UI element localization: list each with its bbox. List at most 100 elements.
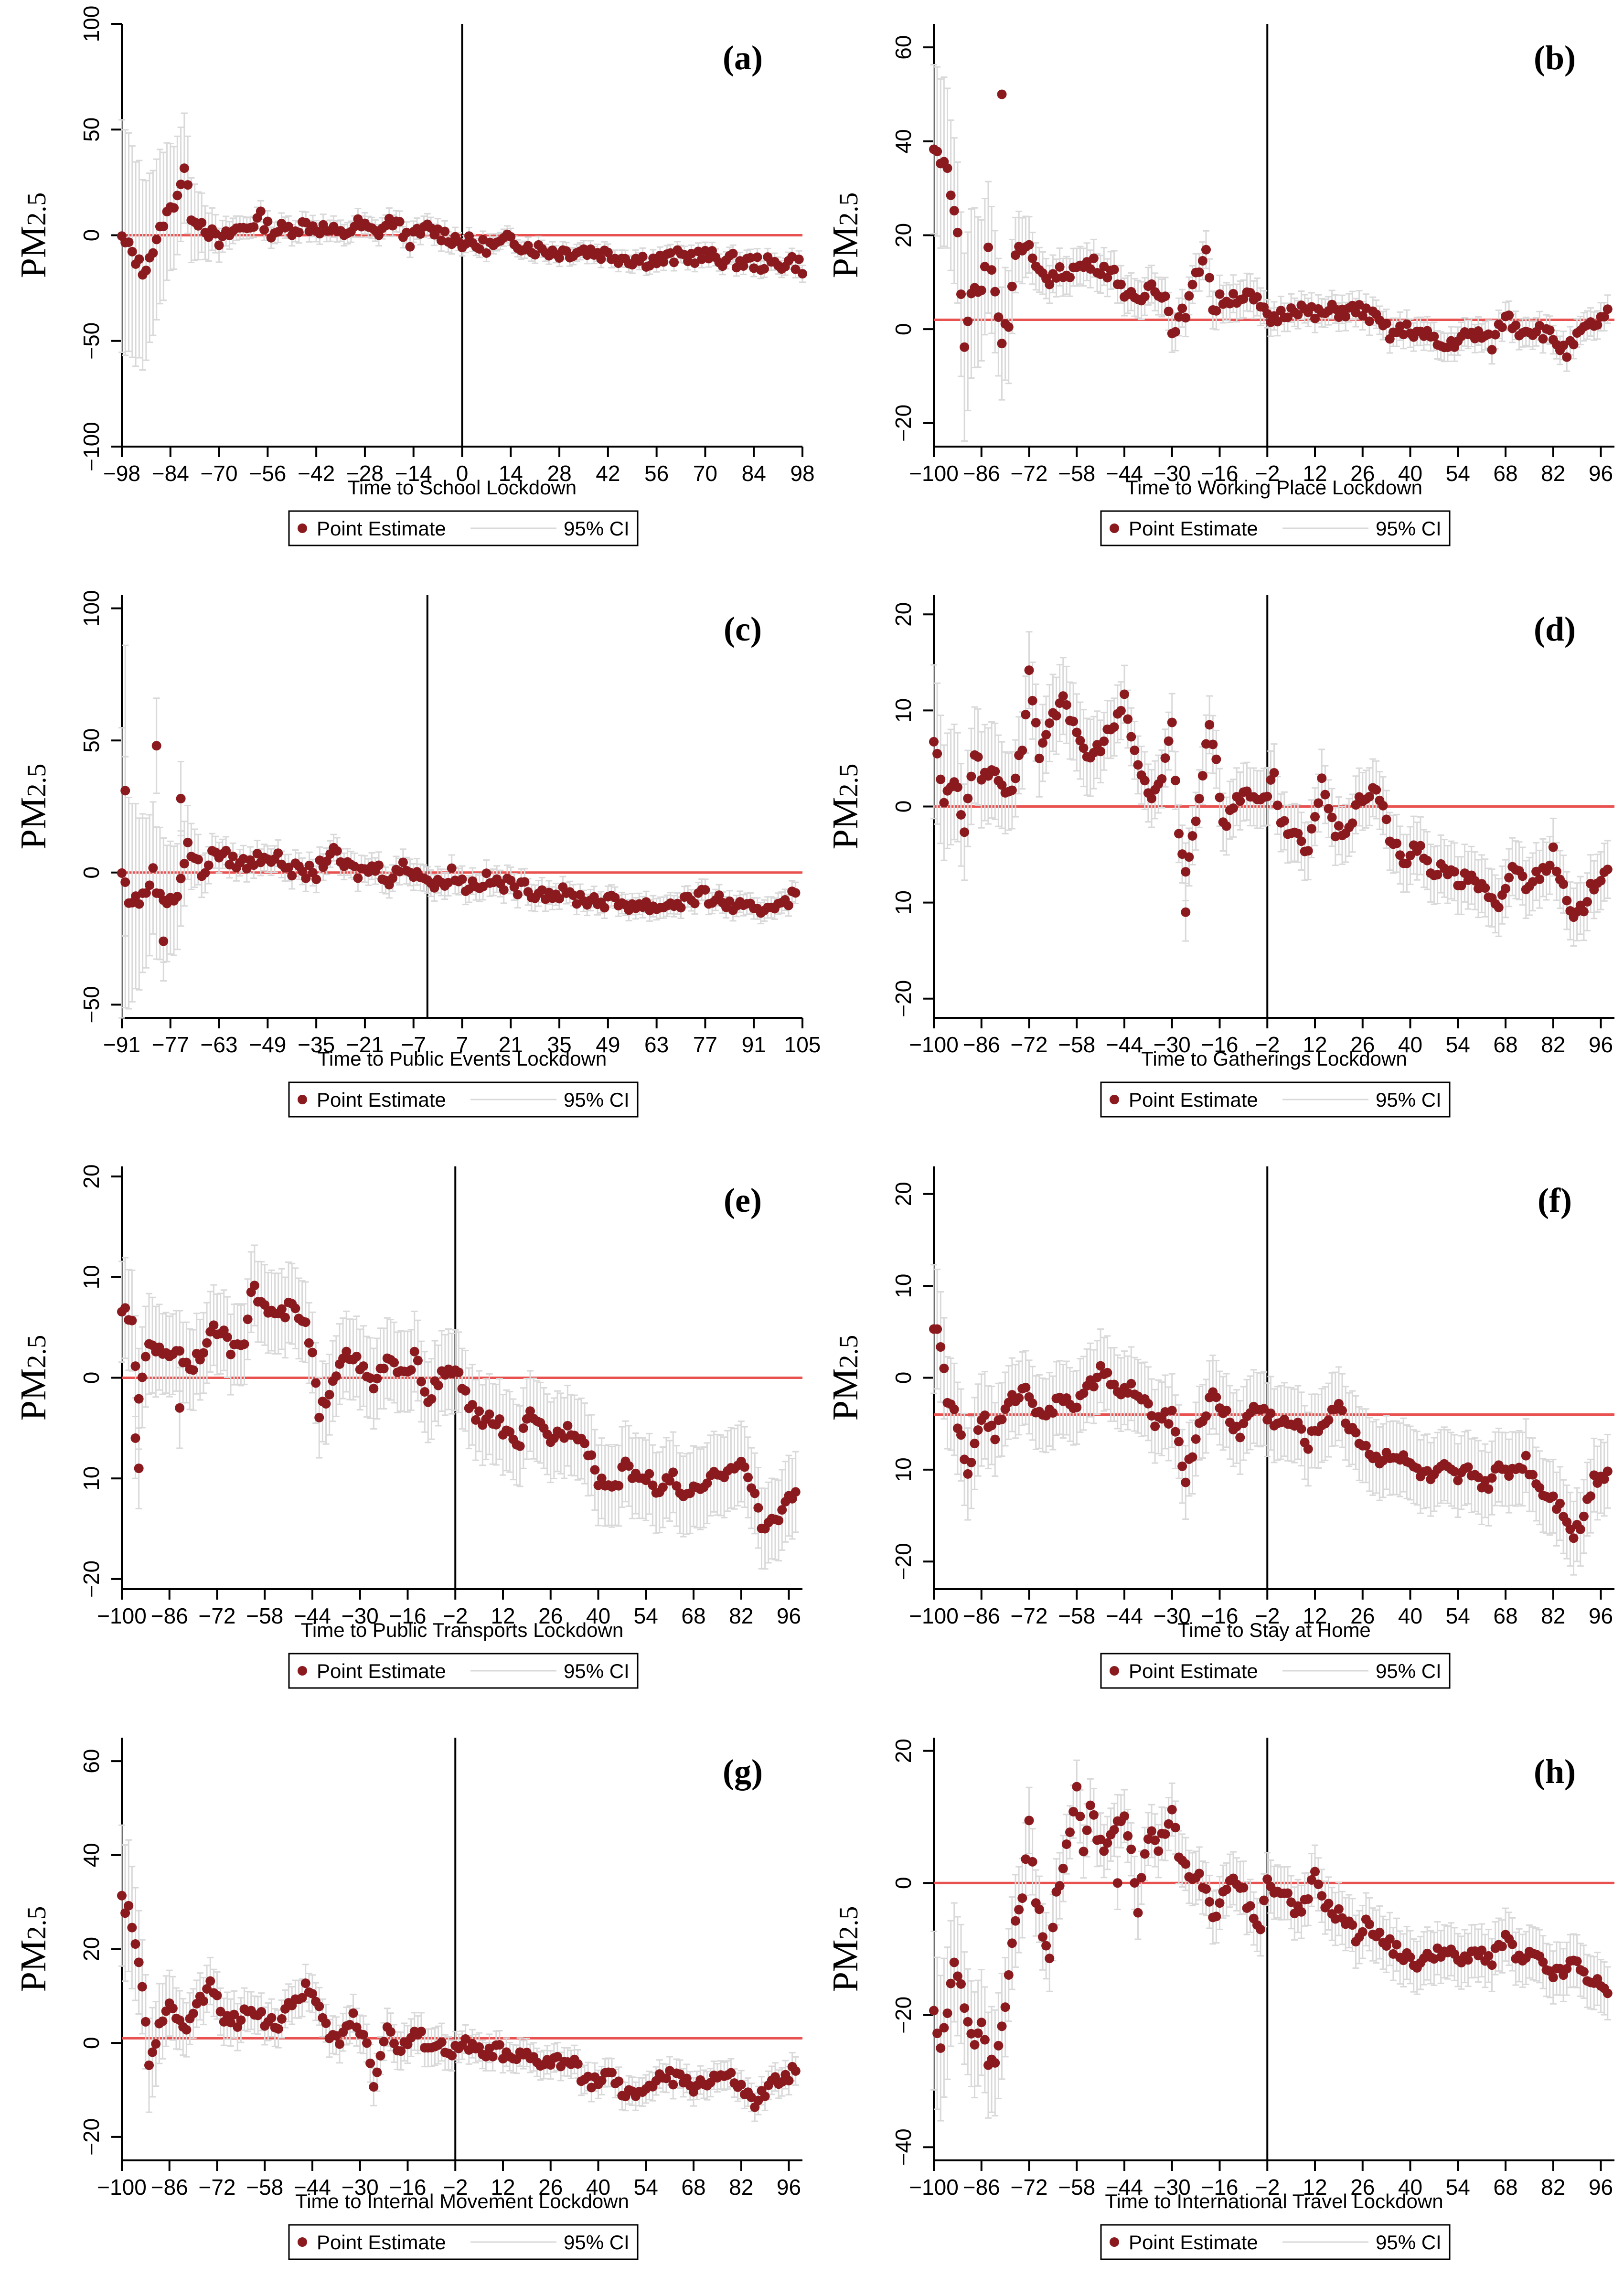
point-estimate xyxy=(197,218,207,228)
x-tick-label: −86 xyxy=(151,1603,188,1628)
point-estimate xyxy=(1048,1408,1058,1418)
point-estimate xyxy=(936,1342,946,1352)
y-tick-label: −50 xyxy=(79,986,104,1023)
x-tick-label: −84 xyxy=(152,461,189,486)
ci-bars xyxy=(930,631,1611,947)
point-estimate xyxy=(1102,273,1112,283)
x-tick-label: −100 xyxy=(909,1603,959,1628)
point-estimate xyxy=(1205,273,1215,283)
legend-point-marker xyxy=(1110,1095,1119,1104)
x-tick-label: 96 xyxy=(1589,1603,1613,1628)
point-estimate xyxy=(1551,866,1561,876)
point-estimate xyxy=(1194,267,1204,277)
point-estimate xyxy=(936,774,946,784)
point-estimate xyxy=(214,240,224,250)
point-estimate xyxy=(1027,253,1037,263)
point-estimate xyxy=(676,903,686,913)
point-estimate xyxy=(1116,279,1126,289)
point-estimate xyxy=(1579,907,1589,917)
point-estimate xyxy=(963,316,973,326)
ci-bars xyxy=(118,644,799,1019)
x-tick-label: −44 xyxy=(1106,461,1143,486)
point-estimate xyxy=(193,855,203,865)
point-estimate xyxy=(1562,896,1572,906)
point-estimate xyxy=(259,225,269,235)
y-tick-label: 10 xyxy=(79,1265,104,1289)
point-estimate xyxy=(658,1482,668,1492)
point-estimate xyxy=(294,227,304,237)
point-estimate xyxy=(966,771,976,781)
legend-box xyxy=(1100,510,1451,546)
y-tick-label: −20 xyxy=(891,1543,916,1580)
x-tick-label: −30 xyxy=(1154,461,1191,486)
x-tick-label: −44 xyxy=(1106,1032,1143,1057)
point-estimate xyxy=(252,849,262,859)
point-estimate xyxy=(596,254,606,264)
x-tick-label: 21 xyxy=(499,1032,523,1057)
point-estimate xyxy=(260,1300,270,1310)
point-estimate xyxy=(311,1378,321,1388)
y-tick-label: 10 xyxy=(891,698,916,723)
point-estimate xyxy=(1450,867,1460,877)
point-estimate xyxy=(1184,291,1194,301)
point-estimate xyxy=(939,798,949,808)
point-estimate xyxy=(221,845,231,855)
x-tick-label: 63 xyxy=(644,1032,669,1057)
y-tick-label: 20 xyxy=(891,602,916,627)
point-estimate xyxy=(283,222,293,232)
point-estimate xyxy=(1317,773,1327,783)
point-estimate xyxy=(199,1348,208,1358)
point-estimate xyxy=(568,890,578,900)
point-estimate xyxy=(1429,331,1439,342)
point-estimate xyxy=(1559,341,1569,351)
point-estimate xyxy=(1024,665,1034,675)
y-axis-label-main: PM xyxy=(13,226,53,278)
x-tick-label: 35 xyxy=(547,1032,571,1057)
x-tick-label: −70 xyxy=(201,461,238,486)
y-tick-label: 0 xyxy=(891,1372,916,1384)
point-estimate xyxy=(753,1503,763,1513)
point-estimate xyxy=(1306,824,1316,834)
x-tick-label: 40 xyxy=(1398,1603,1422,1628)
point-estimate xyxy=(644,1469,654,1479)
point-estimate xyxy=(420,1387,430,1397)
point-estimate xyxy=(1582,897,1592,907)
point-estimate xyxy=(759,264,769,274)
point-estimate xyxy=(997,89,1007,99)
x-tick-label: −16 xyxy=(1201,461,1238,486)
point-estimate xyxy=(1021,710,1031,720)
x-tick-label: −2 xyxy=(1255,461,1280,486)
point-estimate xyxy=(1014,1393,1024,1403)
legend-ci-label: 95% CI xyxy=(564,1660,630,1682)
point-estimate xyxy=(610,893,620,903)
point-estimate xyxy=(960,827,970,837)
point-estimate xyxy=(752,252,762,262)
point-estimate xyxy=(353,214,363,224)
point-estimate xyxy=(1164,306,1174,316)
point-estimate xyxy=(700,246,710,256)
point-estimate xyxy=(1559,879,1569,889)
point-estimate xyxy=(405,242,415,252)
point-estimate xyxy=(1497,322,1507,332)
point-estimate xyxy=(474,244,484,254)
x-tick-label: 84 xyxy=(742,461,766,486)
point-estimate xyxy=(1592,320,1603,330)
point-estimate xyxy=(188,1365,198,1375)
point-estimate xyxy=(791,888,801,898)
point-estimate xyxy=(1487,345,1497,355)
x-tick-label: 40 xyxy=(586,1603,610,1628)
x-tick-label: 96 xyxy=(1589,1032,1613,1057)
point-estimate xyxy=(127,1315,137,1325)
point-estimate xyxy=(587,1450,597,1460)
y-axis-label-main: PM xyxy=(13,797,53,850)
point-estimate xyxy=(283,863,293,873)
x-tick-label: −16 xyxy=(1201,1032,1238,1057)
point-estimate xyxy=(932,1324,942,1334)
point-estimate xyxy=(624,1461,634,1471)
point-estimate xyxy=(120,1303,130,1313)
point-estimate xyxy=(1266,775,1276,785)
point-estimate xyxy=(1494,902,1504,912)
x-tick-label: 96 xyxy=(777,1603,801,1628)
legend-point-marker xyxy=(298,523,307,533)
point-estimate xyxy=(277,1304,287,1314)
